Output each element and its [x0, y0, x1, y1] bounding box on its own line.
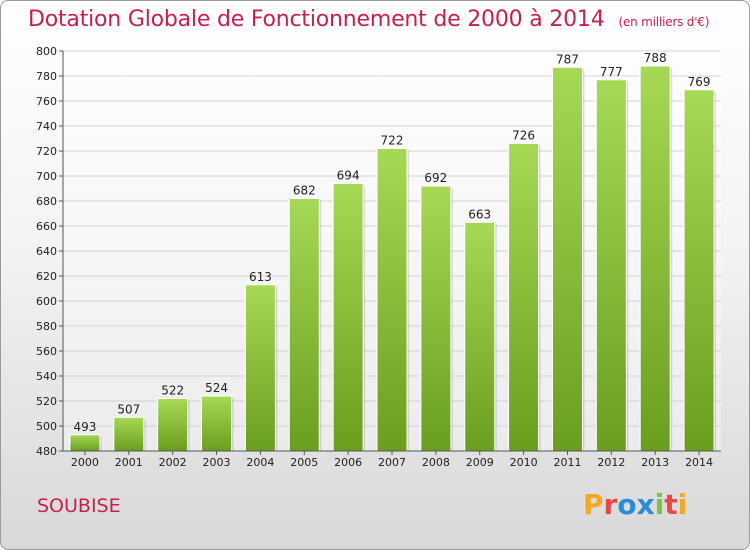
logo-letter: r — [603, 488, 618, 521]
bar — [551, 66, 583, 452]
x-tick-label: 2002 — [159, 456, 187, 469]
bar — [464, 221, 496, 452]
y-tick-label: 760 — [36, 95, 57, 108]
y-tick-label: 580 — [36, 320, 57, 333]
logo-letter: x — [636, 488, 655, 521]
bar — [420, 185, 452, 452]
y-tick-label: 780 — [36, 70, 57, 83]
x-tick-label: 2008 — [422, 456, 450, 469]
x-tick-label: 2011 — [553, 456, 581, 469]
x-tick-label: 2003 — [203, 456, 231, 469]
bar-value-label: 692 — [424, 171, 447, 185]
y-tick-label: 520 — [36, 395, 57, 408]
bar — [595, 79, 627, 452]
bar-value-label: 694 — [337, 169, 360, 183]
y-tick-label: 700 — [36, 170, 57, 183]
bar — [683, 89, 715, 452]
y-tick-label: 800 — [36, 45, 57, 58]
y-tick-label: 720 — [36, 145, 57, 158]
bar-value-label: 788 — [644, 51, 667, 65]
bar — [332, 183, 364, 452]
x-tick-label: 2007 — [378, 456, 406, 469]
x-tick-label: 2010 — [510, 456, 538, 469]
bar — [639, 65, 671, 452]
bar-value-label: 493 — [73, 420, 96, 434]
bar — [376, 148, 408, 452]
bar-value-label: 777 — [600, 65, 623, 79]
logo-letter: P — [583, 488, 604, 521]
chart-title: Dotation Globale de Fonctionnement de 20… — [28, 7, 709, 32]
logo-letter: t — [664, 488, 678, 521]
bar-value-label: 663 — [468, 207, 491, 221]
chart-subtitle: (en milliers d'€) — [618, 15, 710, 29]
bar — [244, 284, 276, 452]
y-tick-label: 600 — [36, 295, 57, 308]
y-tick-label: 480 — [36, 445, 57, 458]
y-tick-label: 620 — [36, 270, 57, 283]
y-tick-label: 680 — [36, 195, 57, 208]
bar-value-label: 722 — [381, 134, 404, 148]
bar — [157, 398, 189, 452]
x-tick-label: 2005 — [290, 456, 318, 469]
title-text: Dotation Globale de Fonctionnement de 20… — [28, 7, 605, 32]
bar-value-label: 787 — [556, 52, 579, 66]
x-tick-label: 2012 — [597, 456, 625, 469]
y-tick-label: 740 — [36, 120, 57, 133]
bar-value-label: 726 — [512, 129, 535, 143]
x-tick-label: 2004 — [246, 456, 274, 469]
y-tick-label: 640 — [36, 245, 57, 258]
y-tick-label: 560 — [36, 345, 57, 358]
x-tick-label: 2013 — [641, 456, 669, 469]
y-tick-label: 540 — [36, 370, 57, 383]
x-tick-label: 2014 — [685, 456, 713, 469]
bar-value-label: 769 — [688, 75, 711, 89]
bar-value-label: 522 — [161, 384, 184, 398]
logo-letter: o — [617, 488, 637, 521]
x-tick-label: 2000 — [71, 456, 99, 469]
bar — [69, 434, 101, 452]
bar — [508, 143, 540, 452]
bar-value-label: 507 — [117, 402, 140, 416]
bar-value-label: 682 — [293, 184, 316, 198]
x-tick-label: 2006 — [334, 456, 362, 469]
x-tick-label: 2001 — [115, 456, 143, 469]
y-tick-label: 500 — [36, 420, 57, 433]
y-tick-label: 660 — [36, 220, 57, 233]
logo-letter: i — [654, 488, 665, 521]
bar-value-label: 613 — [249, 270, 272, 284]
commune-name: SOUBISE — [37, 495, 121, 517]
bar — [288, 198, 320, 452]
logo-letter: i — [677, 488, 688, 521]
bar-value-label: 524 — [205, 381, 228, 395]
bar — [113, 416, 145, 452]
proxiti-logo[interactable]: Proxiti — [583, 488, 687, 521]
bar — [201, 395, 233, 452]
x-tick-label: 2009 — [466, 456, 494, 469]
